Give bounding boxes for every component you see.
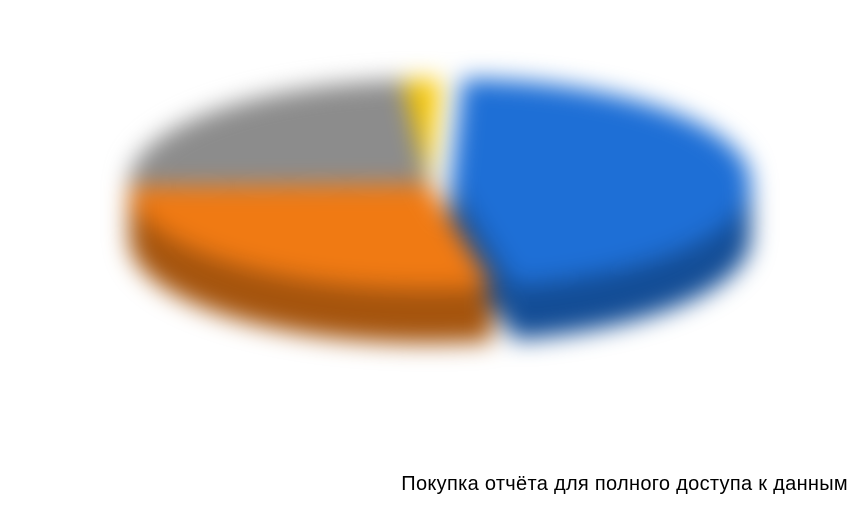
caption-text: Покупка отчёта для полного доступа к дан… bbox=[401, 473, 848, 496]
pie-chart bbox=[69, 0, 789, 484]
pie-chart-svg bbox=[69, 0, 789, 479]
